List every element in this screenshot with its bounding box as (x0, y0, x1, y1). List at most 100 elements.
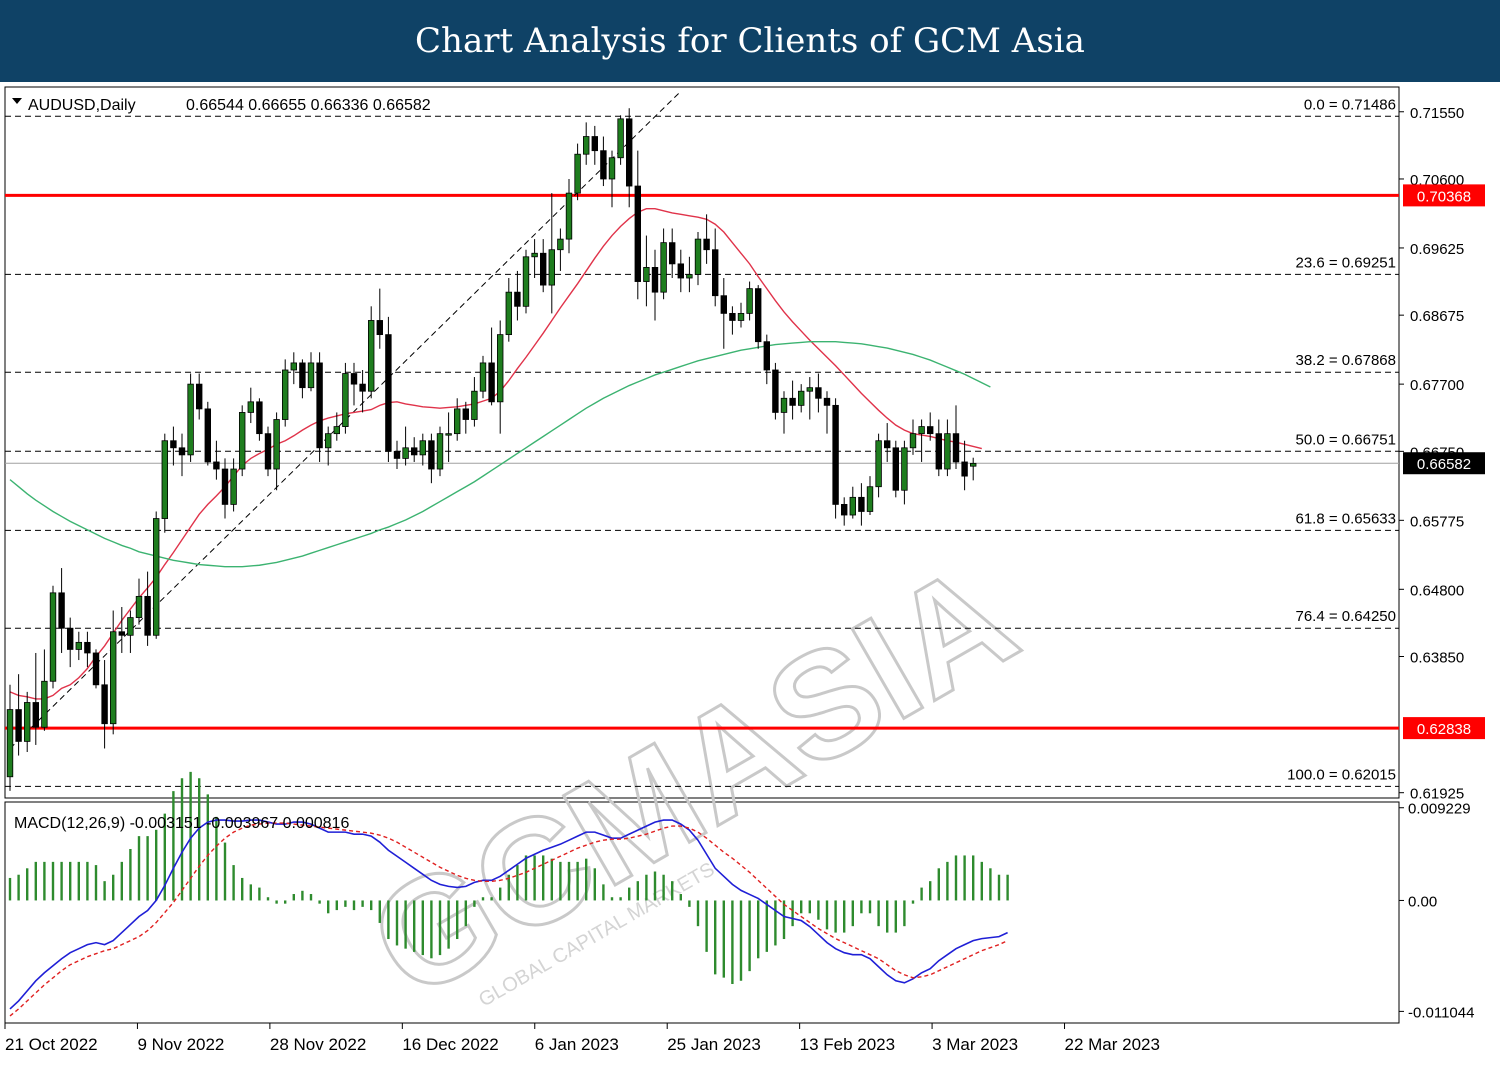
candle-body (669, 242, 676, 265)
candle-body (307, 362, 315, 389)
candle-body (789, 397, 796, 406)
candle-body (531, 252, 538, 258)
candle-body (204, 408, 211, 463)
price-tick-label: 0.69625 (1410, 241, 1464, 258)
candle-body (161, 440, 168, 519)
moving-average-ma100 (9, 340, 991, 568)
signal-line (9, 822, 1008, 1017)
price-box (1403, 452, 1485, 475)
candle-body (875, 440, 882, 488)
candle-body (367, 320, 375, 392)
fib-label-bg (1255, 429, 1397, 448)
price-panel-border (4, 86, 1400, 799)
candle-body (909, 433, 917, 449)
candle-body (901, 447, 908, 491)
fib-label-bg (1255, 606, 1397, 625)
price-box-label: 0.70368 (1417, 188, 1471, 205)
ohlc-values: 0.66544 0.66655 0.66336 0.66582 (186, 97, 431, 114)
candle-body (737, 312, 745, 321)
fib-level-label: 76.4 = 0.64250 (1295, 608, 1396, 625)
price-header: AUDUSD,Daily 0.66544 0.66655 0.66336 0.6… (12, 97, 431, 114)
candle-body (961, 461, 968, 477)
candle-body (574, 153, 581, 194)
candle-body (712, 249, 719, 297)
candle-body (67, 627, 74, 650)
candle-body (772, 369, 779, 413)
candle-body (350, 373, 358, 385)
axes-layer: 0.715500.706000.696250.686750.677000.667… (4, 105, 1485, 1054)
candle-body (15, 709, 22, 742)
candle-body (256, 401, 263, 435)
price-box-label: 0.66582 (1417, 456, 1471, 473)
macd-line (9, 819, 1008, 1010)
candle-body (651, 267, 659, 293)
candle-body (264, 433, 272, 470)
date-tick-label: 9 Nov 2022 (137, 1035, 224, 1054)
candle-body (729, 312, 736, 321)
candle-body (617, 118, 624, 159)
fib-level-label: 38.2 = 0.67868 (1295, 352, 1396, 369)
candle-body (522, 256, 530, 307)
candle-body (798, 390, 805, 406)
candle-body (677, 263, 684, 279)
macd-tick-label: 0.009229 (1408, 801, 1471, 818)
candle-body (927, 426, 934, 435)
candle-body (195, 383, 203, 410)
candle-body (58, 592, 65, 629)
moving-averages-layer (9, 207, 991, 700)
candle-body (866, 486, 874, 512)
candle-body (591, 136, 598, 152)
candle-body (608, 157, 616, 180)
candle-body (385, 334, 392, 452)
candle-body (479, 362, 487, 392)
levels-layer: 0.0 = 0.71486 23.6 = 0.69251 38.2 = 0.6786… (5, 91, 1399, 787)
date-tick-label: 6 Jan 2023 (535, 1035, 619, 1054)
candle-body (23, 702, 31, 742)
candle-body (703, 238, 710, 251)
candle-body (832, 404, 839, 505)
candle-body (49, 592, 57, 682)
candle-body (557, 238, 564, 251)
candle-body (505, 291, 512, 336)
price-box (1403, 184, 1485, 207)
date-tick-label: 3 Mar 2023 (932, 1035, 1018, 1054)
price-box (1403, 717, 1485, 740)
candle-body (273, 419, 280, 470)
candle-body (402, 447, 409, 459)
candle-body (152, 518, 160, 636)
candle-body (858, 496, 865, 512)
date-tick-label: 25 Jan 2023 (667, 1035, 761, 1054)
fib-level-label: 23.6 = 0.69251 (1295, 254, 1396, 271)
candle-body (75, 641, 82, 650)
candle-body (135, 595, 143, 618)
candle-body (763, 341, 770, 371)
candle-body (496, 334, 504, 403)
candle-body (41, 680, 48, 728)
candle-body (101, 684, 108, 725)
candles-layer (6, 108, 977, 791)
candle-body (952, 433, 960, 463)
watermark-brand: GCMASIA (344, 531, 1041, 1031)
price-tick-label: 0.64800 (1410, 582, 1464, 599)
dropdown-triangle-icon[interactable] (12, 98, 22, 104)
candle-body (32, 702, 39, 728)
candle-body (918, 426, 925, 435)
candle-body (565, 192, 573, 240)
candle-body (806, 387, 813, 392)
candle-body (299, 362, 306, 389)
fib-label-bg (1255, 94, 1397, 113)
macd-tick-label: 0.00 (1408, 893, 1437, 910)
candle-body (247, 401, 254, 413)
fib-label-bg (1255, 252, 1397, 271)
candle-body (694, 238, 702, 275)
date-tick-label: 13 Feb 2023 (800, 1035, 895, 1054)
candle-body (178, 447, 186, 456)
candle-body (755, 288, 762, 343)
candle-body (626, 118, 633, 187)
price-tick-label: 0.71550 (1410, 105, 1464, 122)
price-tick-label: 0.61925 (1410, 786, 1464, 803)
fib-level-label: 100.0 = 0.62015 (1287, 766, 1396, 783)
candle-body (170, 440, 177, 449)
